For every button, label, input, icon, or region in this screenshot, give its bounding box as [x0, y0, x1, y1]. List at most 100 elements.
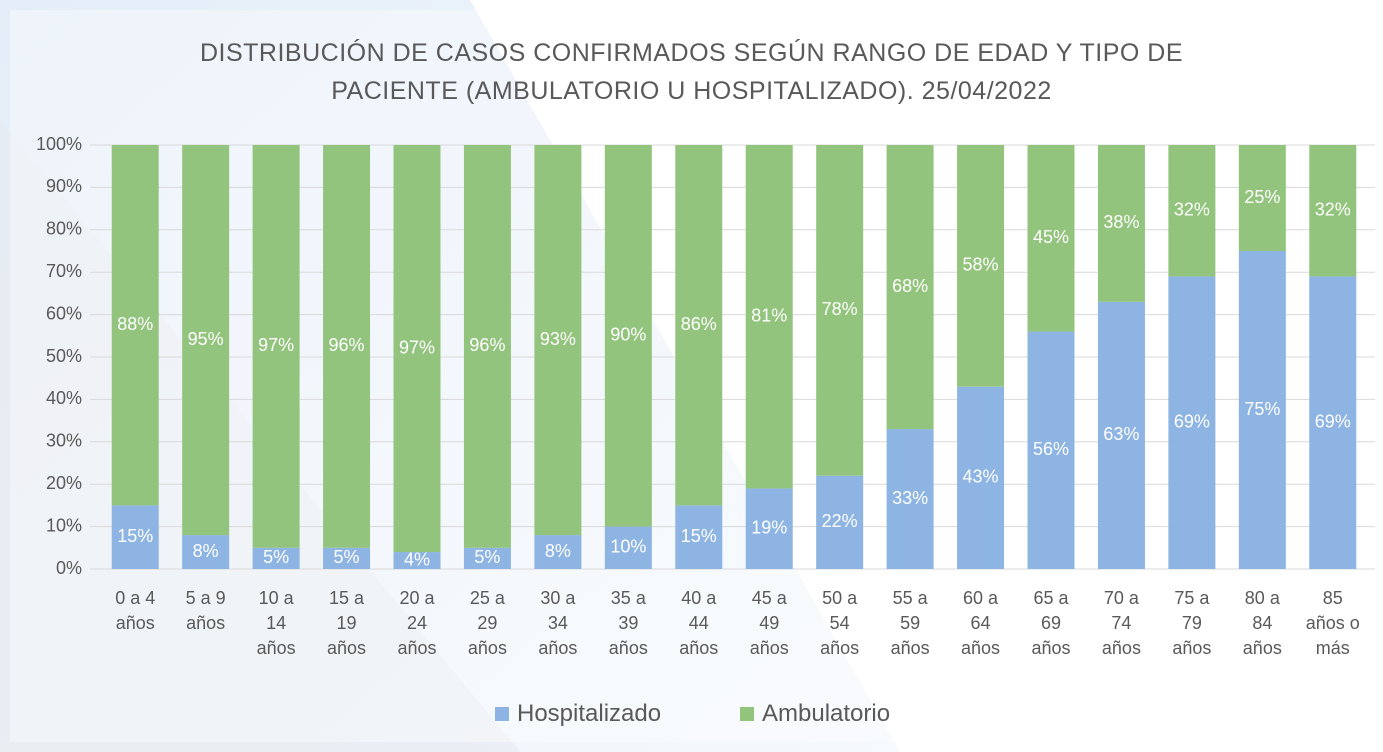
bar-segment — [252, 145, 300, 548]
bar-segment — [1027, 145, 1075, 332]
bar-segment — [604, 145, 652, 527]
x-tick-label: 10 a 14 años — [256, 588, 296, 658]
data-label: 38% — [1103, 212, 1139, 232]
bar-segment — [1168, 145, 1216, 277]
data-label: 78% — [822, 299, 858, 319]
data-label: 69% — [1174, 411, 1210, 431]
data-label: 8% — [193, 541, 219, 561]
data-label: 96% — [469, 335, 505, 355]
bar-segment — [1027, 331, 1075, 569]
y-tick-label: 30% — [46, 431, 82, 451]
x-tick-label: 25 a 29 años — [467, 588, 507, 658]
bar-segment — [957, 145, 1005, 387]
x-tick-label: 20 a 24 años — [397, 588, 437, 658]
data-label: 90% — [610, 325, 646, 345]
legend-item: Hospitalizado — [495, 700, 661, 728]
bar-segment — [675, 505, 723, 569]
bar-segment — [675, 145, 723, 506]
data-label: 81% — [751, 305, 787, 325]
bar-segment — [182, 145, 230, 536]
bar-segment — [957, 386, 1005, 569]
data-label: 10% — [610, 537, 646, 557]
bar-segment — [393, 552, 441, 569]
bar-segment — [1097, 301, 1145, 569]
data-label: 86% — [681, 314, 717, 334]
bar-segment — [393, 145, 441, 553]
bar-segment — [886, 429, 934, 569]
x-tick-label: 0 a 4 años — [115, 588, 156, 633]
data-label: 5% — [263, 547, 289, 567]
data-label: 63% — [1103, 424, 1139, 444]
x-tick-label: 75 a 79 años — [1172, 588, 1212, 658]
data-label: 4% — [404, 549, 430, 569]
data-label: 43% — [963, 467, 999, 487]
data-label: 32% — [1174, 199, 1210, 219]
bar-segment — [323, 547, 371, 569]
bar-segment — [111, 145, 159, 506]
plot: 0% 10% 20% 30% 40% 50% 60% 70% 80% 90% 100% 15% 88% 8… — [36, 134, 1375, 578]
bar-segment — [816, 145, 864, 476]
x-tick-label: 15 a 19 años — [327, 588, 367, 658]
data-label: 88% — [117, 314, 153, 334]
data-label: 97% — [399, 337, 435, 357]
bar-segment — [1168, 276, 1216, 569]
bar-segment — [463, 547, 511, 569]
bar-segment — [816, 475, 864, 569]
legend-label: Hospitalizado — [517, 700, 662, 727]
bar-segment — [745, 145, 793, 489]
y-tick-label: 20% — [46, 473, 82, 493]
bar-segment — [604, 526, 652, 569]
x-tick-label: 70 a 74 años — [1101, 588, 1141, 658]
y-tick-label: 100% — [36, 134, 82, 154]
data-label: 56% — [1033, 439, 1069, 459]
bar-segment — [1238, 251, 1286, 569]
x-tick-label: 80 a 84 años — [1242, 588, 1282, 658]
data-label: 22% — [822, 511, 858, 531]
data-label: 93% — [540, 329, 576, 349]
bar-segment — [182, 535, 230, 569]
data-label: 95% — [188, 329, 224, 349]
bar-segment — [534, 535, 582, 569]
legend-label: Ambulatorio — [762, 700, 891, 727]
data-label: 58% — [963, 255, 999, 275]
x-tick-label: 50 a 54 años — [820, 588, 860, 658]
data-label: 32% — [1315, 199, 1351, 219]
bars — [111, 145, 1357, 569]
x-tick-label: 85 años o más — [1305, 588, 1360, 658]
data-label: 75% — [1244, 399, 1280, 419]
bar-segment — [886, 145, 934, 430]
data-label: 19% — [751, 517, 787, 537]
y-tick-label: 70% — [46, 261, 82, 281]
bar-segment — [1097, 145, 1145, 302]
x-tick-label: 45 a 49 años — [749, 588, 789, 658]
x-tick-label: 40 a 44 años — [679, 588, 719, 658]
data-label: 5% — [474, 547, 500, 567]
bar-segment — [111, 505, 159, 569]
bar-segment — [745, 488, 793, 569]
legend-swatch — [740, 707, 754, 721]
data-label: 15% — [681, 526, 717, 546]
bar-segment — [534, 145, 582, 536]
y-tick-label: 90% — [46, 176, 82, 196]
data-label: 68% — [892, 276, 928, 296]
x-tick-label: 55 a 59 años — [890, 588, 930, 658]
data-label: 5% — [334, 547, 360, 567]
bar-segment — [1309, 276, 1357, 569]
y-tick-label: 60% — [46, 303, 82, 323]
data-label: 45% — [1033, 227, 1069, 247]
data-label: 25% — [1244, 187, 1280, 207]
x-tick-label: 65 a 69 años — [1031, 588, 1071, 658]
data-label: 33% — [892, 488, 928, 508]
bar-segment — [463, 145, 511, 548]
bar-segment — [252, 547, 300, 569]
legend-swatch — [495, 707, 509, 721]
data-label: 96% — [329, 335, 365, 355]
data-label: 8% — [545, 541, 571, 561]
x-tick-label: 35 a 39 años — [608, 588, 648, 658]
x-tick-label: 30 a 34 años — [538, 588, 578, 658]
y-tick-label: 80% — [46, 219, 82, 239]
y-tick-label: 40% — [46, 388, 82, 408]
y-tick-label: 10% — [46, 515, 82, 535]
